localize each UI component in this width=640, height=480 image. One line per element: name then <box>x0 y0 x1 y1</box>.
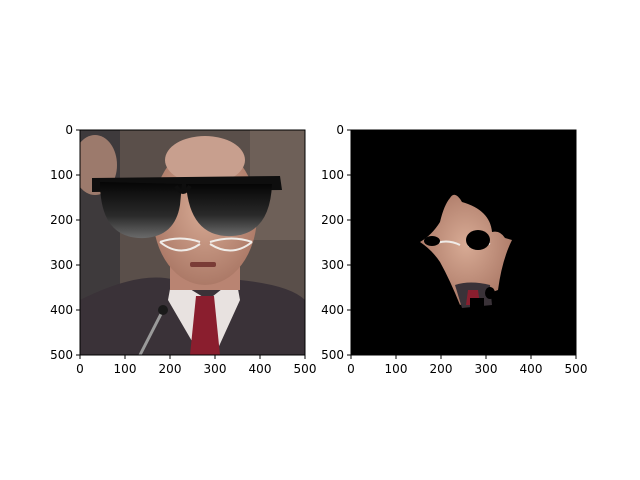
x-tick-label-right: 400 <box>520 362 543 376</box>
x-tick-label-left: 300 <box>204 362 227 376</box>
x-tick-label-right: 500 <box>565 362 588 376</box>
y-tick-label-left: 200 <box>50 213 73 227</box>
photo-image <box>80 130 305 355</box>
x-tick-label-right: 0 <box>347 362 355 376</box>
x-tick-label-right: 200 <box>430 362 453 376</box>
axes-frame-right <box>350 129 577 356</box>
x-tick-label-left: 200 <box>159 362 182 376</box>
x-tick-label-right: 100 <box>385 362 408 376</box>
x-tick-label-left: 0 <box>76 362 84 376</box>
y-tick-label-right: 300 <box>321 258 344 272</box>
y-tick-label-right: 100 <box>321 168 344 182</box>
y-tick-label-right: 200 <box>321 213 344 227</box>
y-tick-label-left: 0 <box>65 123 73 137</box>
x-tick-label-right: 300 <box>475 362 498 376</box>
x-tick-label-left: 500 <box>294 362 317 376</box>
axes-frame-left <box>79 129 306 356</box>
y-tick-label-left: 300 <box>50 258 73 272</box>
y-tick-label-right: 500 <box>321 348 344 362</box>
y-tick-label-left: 500 <box>50 348 73 362</box>
sunglasses-overlay <box>92 176 282 239</box>
y-tick-label-right: 0 <box>336 123 344 137</box>
y-tick-label-left: 100 <box>50 168 73 182</box>
mask-image <box>351 130 576 355</box>
x-tick-label-left: 100 <box>114 362 137 376</box>
y-tick-label-left: 400 <box>50 303 73 317</box>
y-tick-label-right: 400 <box>321 303 344 317</box>
x-tick-label-left: 400 <box>249 362 272 376</box>
